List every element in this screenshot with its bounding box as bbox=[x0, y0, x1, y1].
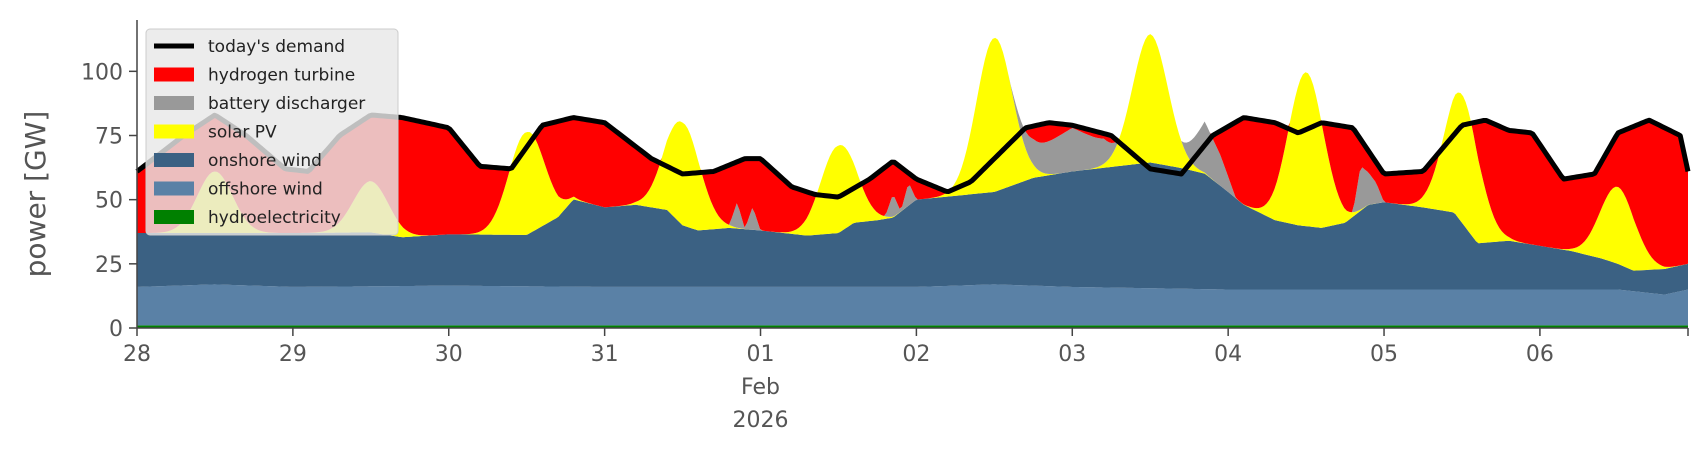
legend-swatch-offshore-wind bbox=[154, 181, 194, 196]
legend-swatch-battery-discharger bbox=[154, 96, 194, 110]
x-tick-label: 29 bbox=[279, 342, 307, 367]
legend: today's demand hydrogen turbine battery di… bbox=[145, 28, 399, 236]
x-tick-label: 01 bbox=[747, 342, 775, 367]
x-tick-label: 06 bbox=[1526, 342, 1554, 367]
y-tick-label: 25 bbox=[95, 253, 123, 278]
legend-swatch-solar-pv bbox=[154, 124, 194, 139]
legend-box bbox=[145, 28, 399, 236]
stacked-areas bbox=[137, 34, 1688, 328]
y-tick-label: 0 bbox=[109, 317, 123, 342]
x-tick-month-label: Feb bbox=[741, 375, 780, 400]
y-tick-label: 100 bbox=[81, 60, 123, 85]
legend-swatch-hydrogen-turbine bbox=[154, 67, 194, 82]
onshore-wind-area bbox=[137, 162, 1688, 295]
x-tick-label: 30 bbox=[435, 342, 463, 367]
x-tick-label: 02 bbox=[902, 342, 930, 367]
x-tick-label: 28 bbox=[123, 342, 151, 367]
hydrogen-turbine-area bbox=[137, 34, 1688, 267]
x-tick-label: 05 bbox=[1370, 342, 1398, 367]
legend-label-hydrogen-turbine: hydrogen turbine bbox=[208, 66, 355, 86]
x-tick-label: 04 bbox=[1214, 342, 1242, 367]
x-tick-label: 03 bbox=[1058, 342, 1086, 367]
legend-label-battery-discharger: battery discharger bbox=[208, 94, 365, 114]
offshore-wind-area bbox=[137, 284, 1688, 326]
y-tick-label: 50 bbox=[95, 189, 123, 214]
legend-label-onshore-wind: onshore wind bbox=[208, 151, 322, 171]
legend-label-today-s-demand: today's demand bbox=[208, 37, 345, 57]
x-tick-label: 31 bbox=[591, 342, 619, 367]
axes: 0 25 50 75 100 28 29 30 31 01 Feb 2026 02 03 04 05 06 pow… bbox=[19, 20, 1689, 433]
legend-swatch-onshore-wind bbox=[154, 153, 194, 167]
x-tick-year-label: 2026 bbox=[733, 408, 789, 433]
legend-label-offshore-wind: offshore wind bbox=[208, 180, 323, 200]
legend-label-solar-pv: solar PV bbox=[208, 123, 277, 143]
legend-label-hydroelectricity: hydroelectricity bbox=[208, 208, 341, 228]
legend-swatch-hydroelectricity bbox=[154, 210, 194, 224]
y-axis-label: power [GW] bbox=[19, 111, 52, 278]
solar-pv-area bbox=[137, 34, 1688, 271]
y-tick-label: 75 bbox=[95, 125, 123, 150]
